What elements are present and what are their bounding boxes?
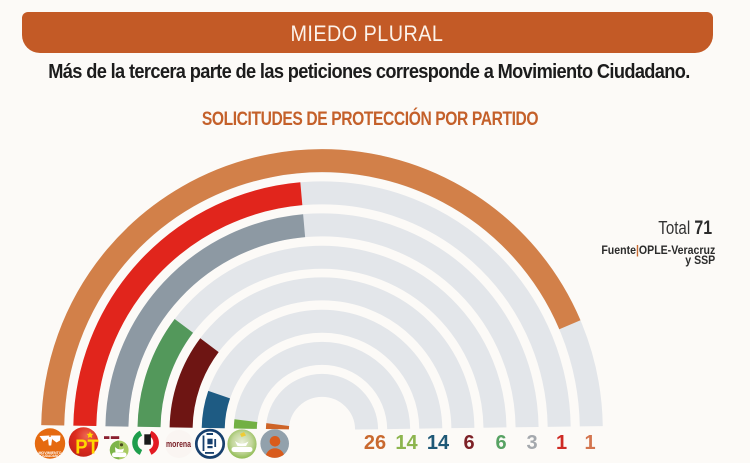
svg-text:morena: morena — [166, 439, 191, 449]
svg-text:PT: PT — [75, 437, 99, 459]
svg-text:MOVIMIENTO: MOVIMIENTO — [38, 451, 61, 455]
svg-text:CIUDADANO: CIUDADANO — [40, 454, 60, 458]
